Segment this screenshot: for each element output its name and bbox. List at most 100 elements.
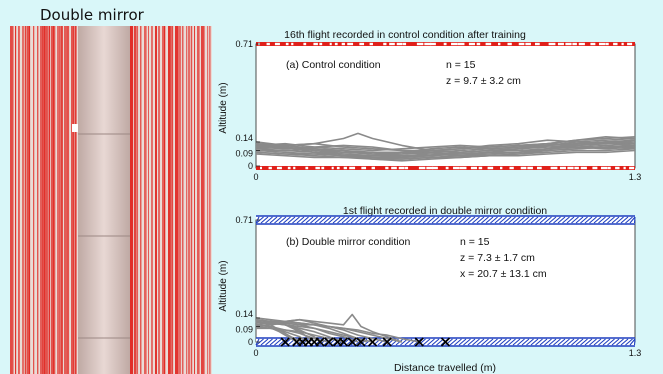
mirror-hatch: [269, 338, 278, 346]
mirror-hatch: [526, 216, 534, 224]
chart-a-x-tick-1: 1.3: [629, 172, 642, 182]
wall-stripe: [49, 26, 51, 374]
mirror-hatch: [485, 216, 494, 224]
chart-a-ylabel: Altitude (m): [218, 82, 229, 133]
mirror-hatch: [418, 216, 426, 224]
wall-gap: [476, 42, 481, 46]
wall-gap: [334, 42, 338, 46]
mirror-hatch: [517, 216, 525, 224]
mirror-hatch: [350, 338, 359, 346]
wall-stripe: [164, 26, 166, 374]
y-tick-label: 0.09: [235, 325, 253, 335]
wall-gap: [369, 42, 373, 46]
wall-gap: [600, 166, 608, 170]
wall-stripe: [194, 26, 196, 374]
wall-gap: [451, 42, 458, 46]
mirror-band: [256, 216, 635, 224]
wall-gap: [285, 42, 289, 46]
mirror-hatch: [620, 216, 629, 224]
mirror-hatch: [490, 338, 498, 346]
collision-marker: [356, 337, 366, 347]
chart-panel-a: 16th flight recorded in control conditio…: [218, 29, 641, 182]
chart-b-title: 1st flight recorded in double mirror con…: [343, 205, 547, 217]
mirror-hatch: [409, 216, 417, 224]
wall-stripe: [182, 26, 184, 374]
mirror-hatch: [494, 338, 503, 346]
mirror-hatch: [341, 338, 350, 346]
wall-gap: [405, 166, 409, 170]
mirror-hatch: [319, 216, 327, 224]
mirror-hatch: [377, 216, 386, 224]
wall-stripe: [33, 26, 35, 374]
wall-stripe: [40, 26, 43, 374]
mirror-hatch: [260, 216, 269, 224]
mirror-hatch: [337, 216, 345, 224]
mirror-hatch: [517, 338, 525, 346]
mirror-hatch: [472, 338, 480, 346]
mirror-hatch: [499, 338, 507, 346]
mirror-hatch: [602, 216, 611, 224]
wall-gap: [509, 166, 514, 170]
mirror-hatch: [481, 216, 489, 224]
mirror-hatch: [269, 216, 278, 224]
mirror-hatch: [467, 216, 476, 224]
mirror-hatch: [625, 216, 633, 224]
mirror-hatch: [530, 338, 539, 346]
mirror-hatch: [584, 338, 593, 346]
trajectory-line: [256, 136, 636, 155]
y-tick-label: 0.09: [235, 149, 253, 159]
mirror-hatch: [508, 338, 516, 346]
chart-b-panel-label: (b) Double mirror condition: [286, 236, 410, 248]
chart-a-y-ticks: 0.71 0.14 0.09 0: [235, 39, 260, 171]
wall-gap: [590, 42, 596, 46]
mirror-hatch: [607, 338, 615, 346]
chart-b-y-ticks: 0.71 0.14 0.09 0: [235, 215, 260, 347]
chart-b-stat-n: n = 15: [460, 236, 490, 248]
wall-stripe: [42, 26, 46, 374]
wall-gap: [268, 166, 272, 170]
mirror-hatch: [274, 216, 282, 224]
wall-stripe: [73, 26, 75, 374]
mirror-hatch: [319, 338, 327, 346]
mirror-hatch: [427, 216, 435, 224]
mirror-hatch: [440, 216, 449, 224]
mirror-hatch: [544, 216, 552, 224]
wall-gap: [319, 42, 323, 46]
mirror-hatch: [575, 216, 584, 224]
wall-gap: [527, 166, 533, 170]
wall-gap: [567, 166, 574, 170]
wall-gap: [574, 166, 579, 170]
mirror-hatch: [562, 338, 570, 346]
wall-gap: [389, 42, 395, 46]
mirror-hatch: [598, 338, 606, 346]
wall-gap: [274, 42, 280, 46]
chart-a-stat-n: n = 15: [446, 59, 476, 71]
wall-gap: [559, 166, 566, 170]
mirror-hatch: [553, 338, 561, 346]
mirror-hatch: [508, 216, 516, 224]
y-tick-label: 0.71: [235, 39, 253, 49]
left-wall-stripes: [10, 26, 77, 374]
wall-stripe: [177, 26, 180, 374]
collision-marker: [368, 337, 378, 347]
mirror-hatch: [535, 338, 543, 346]
wall-gap: [260, 166, 263, 170]
wall-gap: [550, 166, 558, 170]
mirror-hatch: [571, 338, 579, 346]
chart-panel-b: 1st flight recorded in double mirror con…: [218, 205, 641, 374]
wall-stripe: [175, 26, 178, 374]
mirror-hatch: [454, 338, 462, 346]
wall-gap: [430, 42, 436, 46]
mirror-hatch: [332, 216, 341, 224]
chart-b-stat-x: x = 20.7 ± 13.1 cm: [460, 268, 547, 280]
wall-gap: [460, 166, 467, 170]
wall-gap: [565, 42, 572, 46]
chart-b-top-mirror-wall: [255, 215, 636, 225]
wall-stripe: [12, 26, 14, 374]
wall-gap: [621, 42, 624, 46]
mirror-hatch: [449, 216, 458, 224]
wall-stripe: [158, 26, 161, 374]
mirror-hatch: [260, 338, 269, 346]
mirror-hatch: [499, 216, 507, 224]
mirror-hatch: [305, 216, 314, 224]
